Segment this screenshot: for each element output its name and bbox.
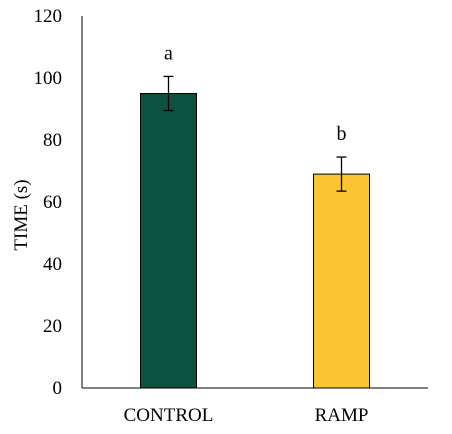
y-tick-label: 20 xyxy=(43,316,62,337)
x-category-label: CONTROL xyxy=(124,405,214,426)
y-axis-ticks: 0 20 40 60 80 100 120 xyxy=(34,6,63,399)
x-axis-category-labels: CONTROL RAMP xyxy=(124,405,369,426)
x-category-label: RAMP xyxy=(315,405,369,426)
bar xyxy=(140,93,197,389)
significance-label: b xyxy=(337,123,347,145)
y-axis-title: TIME (s) xyxy=(11,179,32,250)
significance-labels: ab xyxy=(164,42,346,145)
y-tick-label: 60 xyxy=(43,192,62,213)
bars xyxy=(140,93,370,389)
y-tick-label: 40 xyxy=(43,254,62,275)
y-tick-label: 80 xyxy=(43,130,62,151)
y-tick-label: 120 xyxy=(34,6,63,27)
bar xyxy=(313,173,370,389)
y-tick-label: 100 xyxy=(34,68,63,89)
error-bars xyxy=(163,75,347,192)
significance-label: a xyxy=(164,42,173,64)
y-tick-label: 0 xyxy=(53,378,63,399)
